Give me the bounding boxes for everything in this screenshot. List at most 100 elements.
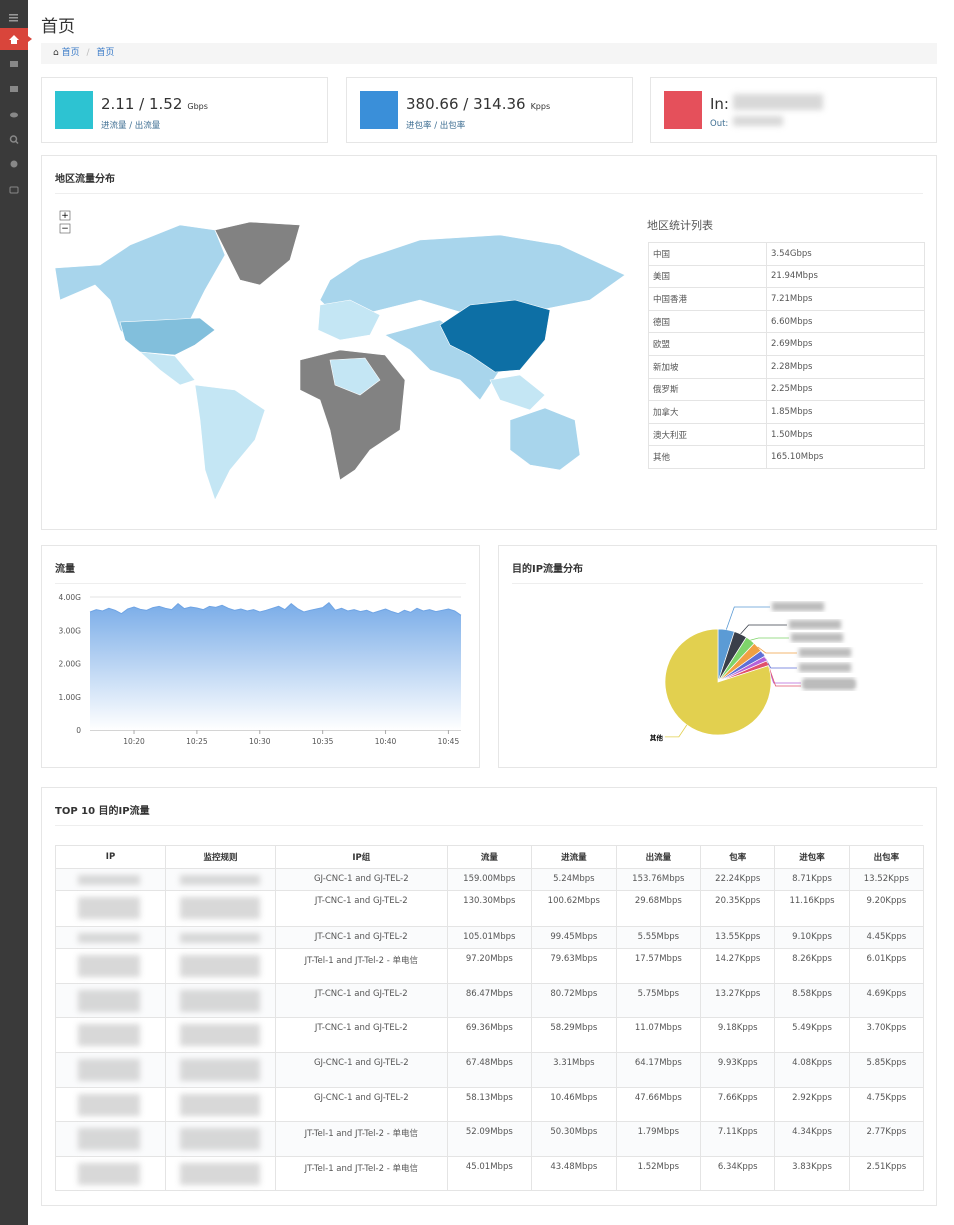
region-cell: 1.50Mbps xyxy=(766,422,925,447)
region-cell: 2.25Mbps xyxy=(766,377,925,402)
blurred-cell xyxy=(180,955,260,977)
blurred-value xyxy=(733,116,783,126)
data-cell: 13.52Kpps xyxy=(848,868,925,891)
data-cell: 3.31Mbps xyxy=(531,1052,617,1088)
region-row: 美国 21.94Mbps xyxy=(648,264,925,289)
region-cell: 加拿大 xyxy=(648,400,767,424)
panel-title: 地区流量分布 xyxy=(55,174,115,185)
region-cell: 165.10Mbps xyxy=(766,445,925,469)
column-header: IP xyxy=(55,845,166,869)
blurred-label xyxy=(789,620,841,629)
data-cell xyxy=(165,1052,276,1088)
data-cell: 22.24Kpps xyxy=(700,868,776,891)
blurred-label xyxy=(772,602,824,611)
sidebar xyxy=(0,0,32,1225)
data-cell: 9.10Kpps xyxy=(774,926,850,949)
region-row: 加拿大 1.85Mbps xyxy=(648,400,925,424)
region-row: 德国 6.60Mbps xyxy=(648,309,925,334)
x-tick-label: 10:20 xyxy=(123,737,145,746)
y-tick-label: 3.00G xyxy=(58,626,81,635)
data-cell: 3.83Kpps xyxy=(774,1156,850,1191)
data-cell: 7.11Kpps xyxy=(700,1121,776,1157)
data-row: JT-CNC-1 and GJ-TEL-2 105.01Mbps 99.45Mbps… xyxy=(55,926,925,949)
data-cell: GJ-CNC-1 and GJ-TEL-2 xyxy=(275,1052,448,1088)
leader-line xyxy=(664,724,688,738)
data-cell: 1.52Mbps xyxy=(615,1156,702,1191)
data-cell: 80.72Mbps xyxy=(531,983,617,1018)
data-row: GJ-CNC-1 and GJ-TEL-2 67.48Mbps 3.31Mbps 64… xyxy=(55,1052,925,1088)
data-cell: 50.30Mbps xyxy=(531,1121,617,1157)
data-cell: JT-CNC-1 and GJ-TEL-2 xyxy=(275,1017,448,1053)
blurred-cell xyxy=(78,1163,140,1185)
data-cell: 52.09Mbps xyxy=(446,1121,533,1157)
data-cell: 4.34Kpps xyxy=(774,1121,850,1157)
region-cell: 2.69Mbps xyxy=(766,332,925,356)
x-tick-label: 10:35 xyxy=(312,737,334,746)
stat-icon xyxy=(664,91,702,129)
data-cell: 5.85Kpps xyxy=(848,1052,925,1088)
region-cell: 欧盟 xyxy=(648,332,767,356)
blurred-cell xyxy=(180,933,260,943)
data-cell: 79.63Mbps xyxy=(531,948,617,984)
data-cell: 43.48Mbps xyxy=(531,1156,617,1191)
blurred-cell xyxy=(180,990,260,1012)
data-cell: 97.20Mbps xyxy=(446,948,533,984)
data-row: JT-CNC-1 and GJ-TEL-2 69.36Mbps 58.29Mbps 1… xyxy=(55,1017,925,1053)
data-cell: 20.35Kpps xyxy=(700,890,776,927)
data-cell: 45.01Mbps xyxy=(446,1156,533,1191)
leader-line xyxy=(740,624,787,635)
page-title: 首页 xyxy=(41,17,75,37)
region-cell: 澳大利亚 xyxy=(648,422,767,447)
data-cell: JT-Tel-1 and JT-Tel-2 - 单电信 xyxy=(275,1121,448,1157)
y-tick-label: 1.00G xyxy=(58,693,81,702)
data-cell: 7.66Kpps xyxy=(700,1087,776,1122)
data-cell: JT-CNC-1 and GJ-TEL-2 xyxy=(275,983,448,1018)
area xyxy=(90,602,461,730)
blurred-cell xyxy=(180,1094,260,1116)
data-cell: 2.77Kpps xyxy=(848,1121,925,1157)
stat-label: 进流量 / 出流量 xyxy=(101,121,161,131)
region-row: 其他 165.10Mbps xyxy=(648,445,925,469)
top-table: IP 监控规则 IP组 流量 进流量 出流量 包率 进包率 出包率 GJ-CNC-1 and GJ… xyxy=(55,845,925,1191)
stat-box: 380.66 / 314.36 Kpps 进包率 / 出包率 xyxy=(346,77,633,143)
stat-label: Out: xyxy=(710,119,729,129)
data-cell: 58.29Mbps xyxy=(531,1017,617,1053)
data-cell: JT-Tel-1 and JT-Tel-2 - 单电信 xyxy=(275,1156,448,1191)
blurred-cell xyxy=(180,875,260,885)
column-header: IP组 xyxy=(275,845,448,869)
data-cell xyxy=(55,1087,166,1122)
breadcrumb-link[interactable]: 首页 xyxy=(61,48,80,58)
data-cell: 153.76Mbps xyxy=(615,868,702,891)
data-cell xyxy=(165,868,276,891)
data-row: JT-Tel-1 and JT-Tel-2 - 单电信 45.01Mbps 43.4… xyxy=(55,1156,925,1191)
data-cell xyxy=(55,1017,166,1053)
data-cell xyxy=(165,1121,276,1157)
stat-number: In: xyxy=(710,95,729,113)
data-cell: 2.51Kpps xyxy=(848,1156,925,1191)
data-cell: 4.08Kpps xyxy=(774,1052,850,1088)
region-cell: 德国 xyxy=(648,309,767,334)
data-cell xyxy=(165,948,276,984)
data-cell: 5.49Kpps xyxy=(774,1017,850,1053)
data-row: GJ-CNC-1 and GJ-TEL-2 159.00Mbps 5.24Mbps 1… xyxy=(55,868,925,891)
data-cell xyxy=(55,1156,166,1191)
x-tick-label: 10:30 xyxy=(249,737,271,746)
data-row: JT-Tel-1 and JT-Tel-2 - 单电信 52.09Mbps 50.3… xyxy=(55,1121,925,1157)
blurred-cell xyxy=(180,897,260,919)
x-tick-label: 10:45 xyxy=(438,737,460,746)
blurred-cell xyxy=(78,1024,140,1046)
region-row: 澳大利亚 1.50Mbps xyxy=(648,422,925,447)
stat-box: In: Out: xyxy=(650,77,937,143)
blurred-cell xyxy=(180,1163,260,1185)
data-cell: 67.48Mbps xyxy=(446,1052,533,1088)
data-cell: 2.92Kpps xyxy=(774,1087,850,1122)
data-cell: 58.13Mbps xyxy=(446,1087,533,1122)
data-cell: 10.46Mbps xyxy=(531,1087,617,1122)
region-row: 中国 3.54Gbps xyxy=(648,242,925,266)
data-row: JT-CNC-1 and GJ-TEL-2 130.30Mbps 100.62Mbp… xyxy=(55,890,925,927)
data-cell: 6.01Kpps xyxy=(848,948,925,984)
stat-label: 进包率 / 出包率 xyxy=(406,121,466,131)
data-row: JT-CNC-1 and GJ-TEL-2 86.47Mbps 80.72Mbps 5… xyxy=(55,983,925,1018)
y-tick-label: 4.00G xyxy=(58,593,81,602)
